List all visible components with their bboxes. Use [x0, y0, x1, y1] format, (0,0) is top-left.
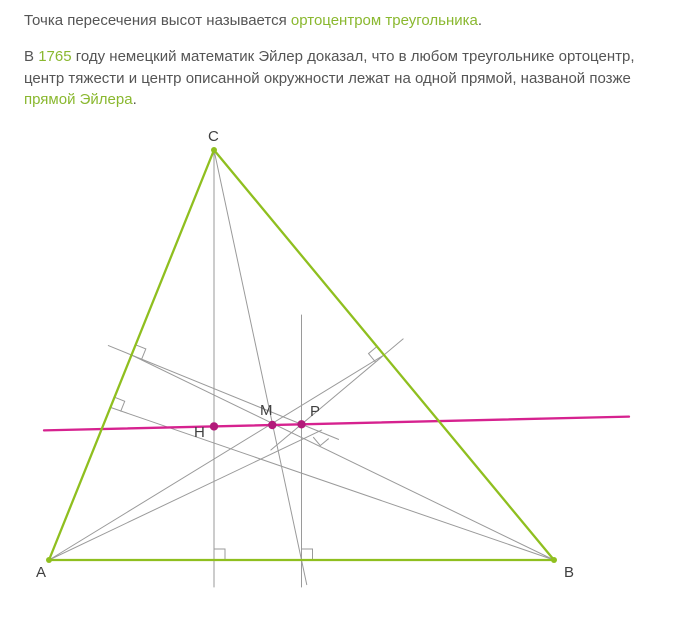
p1-text-a: Точка пересечения высот называется	[24, 12, 291, 29]
p1-text-c: .	[478, 12, 482, 29]
diagram-svg: A B C H M P	[24, 125, 644, 595]
euler-line-diagram: A B C H M P	[24, 125, 662, 602]
p2-text-e: .	[133, 91, 137, 108]
p2-year: 1765	[38, 48, 71, 65]
p2-text-a: В	[24, 48, 38, 65]
p1-highlight: ортоцентром треугольника	[291, 12, 478, 29]
paragraph-euler: В 1765 году немецкий математик Эйлер док…	[24, 46, 662, 111]
p2-highlight: прямой Эйлера	[24, 91, 133, 108]
svg-text:B: B	[564, 564, 574, 581]
svg-text:A: A	[36, 564, 46, 581]
svg-text:M: M	[260, 402, 273, 419]
svg-text:P: P	[310, 403, 320, 420]
svg-text:C: C	[208, 128, 219, 145]
p2-text-c: году немецкий математик Эйлер доказал, ч…	[24, 48, 635, 87]
svg-text:H: H	[194, 424, 205, 441]
paragraph-orthocenter: Точка пересечения высот называется ортоц…	[24, 10, 662, 32]
